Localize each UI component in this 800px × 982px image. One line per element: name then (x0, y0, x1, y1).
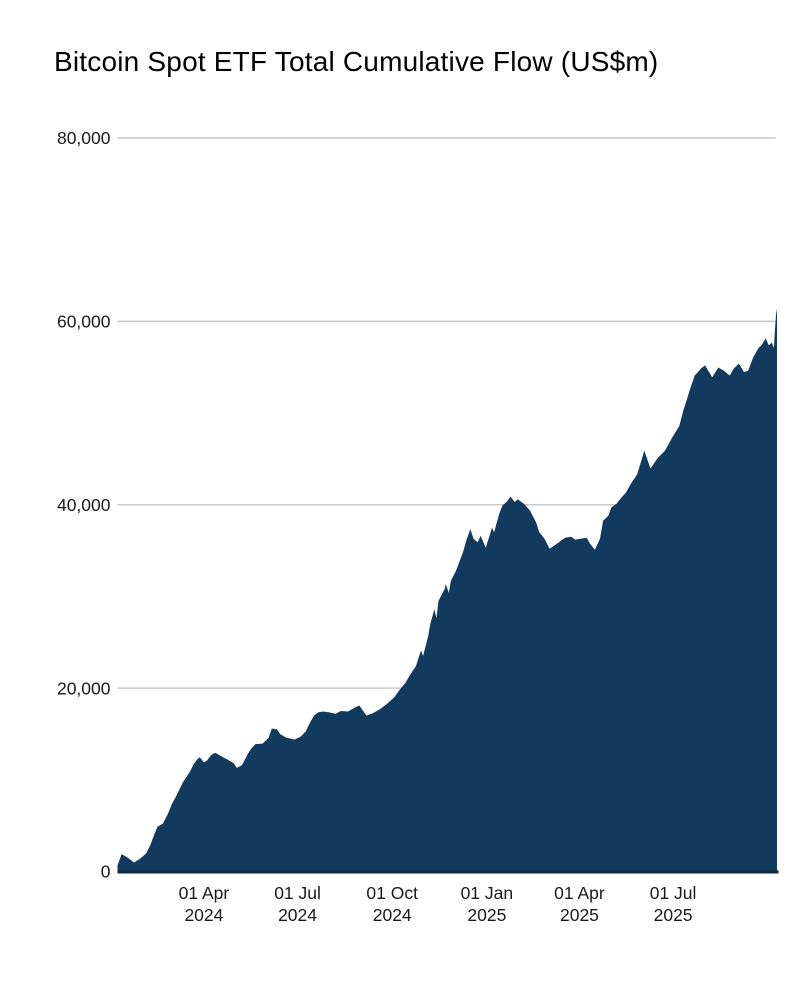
x-tick-label: 01 Apr (554, 883, 605, 903)
x-tick-label: 01 Jul (650, 883, 697, 903)
x-tick-label-year: 2025 (654, 905, 693, 925)
y-tick-label: 80,000 (57, 128, 111, 148)
area-series-group (117, 308, 777, 872)
x-tick-label: 01 Jul (274, 883, 321, 903)
x-axis-line (117, 870, 779, 874)
y-tick-label: 40,000 (57, 495, 111, 515)
y-tick-label: 60,000 (57, 312, 111, 332)
x-tick-label-year: 2024 (278, 905, 317, 925)
x-axis-line-group (117, 870, 779, 874)
y-axis-labels-group: 0 20,000 40,000 60,000 80,000 (57, 128, 111, 882)
x-tick-label: 01 Apr (179, 883, 230, 903)
y-tick-label: 0 (101, 862, 111, 882)
y-tick-label: 20,000 (57, 678, 111, 698)
x-tick-label-year: 2025 (560, 905, 599, 925)
x-tick-label-year: 2024 (184, 905, 223, 925)
area-path (117, 308, 777, 872)
x-tick-label: 01 Jan (461, 883, 514, 903)
x-tick-label-year: 2024 (373, 905, 412, 925)
x-tick-label: 01 Oct (366, 883, 418, 903)
chart-title: Bitcoin Spot ETF Total Cumulative Flow (… (54, 46, 659, 77)
x-tick-label-year: 2025 (467, 905, 506, 925)
